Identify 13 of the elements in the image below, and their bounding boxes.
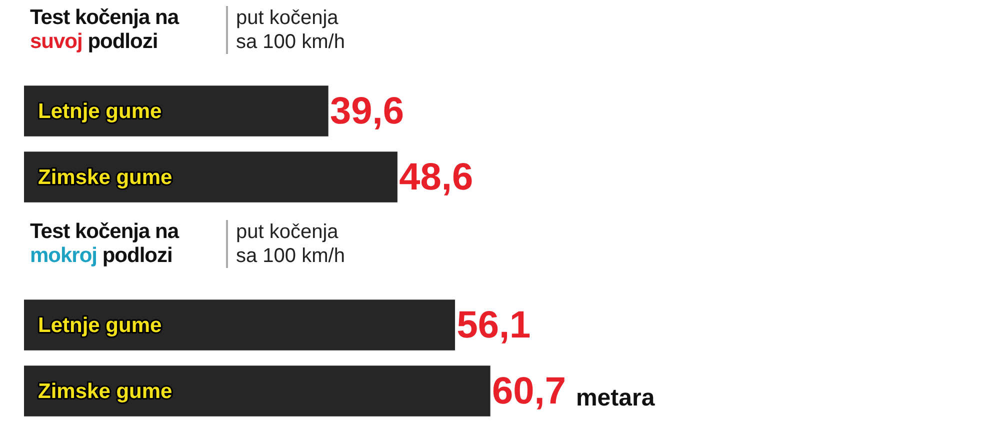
- chart-subtitle: put kočenja sa 100 km/h: [226, 220, 364, 268]
- y-tick-label: Letnje gume: [38, 100, 162, 123]
- data-label: 56,1: [456, 304, 531, 346]
- chart-title: Test kočenja na suvoj podlozi: [30, 6, 179, 53]
- y-tick-label: Letnje gume: [38, 314, 162, 337]
- chart-title: Test kočenja na mokroj podlozi: [30, 220, 179, 267]
- y-tick-label: Zimske gume: [38, 380, 172, 403]
- text: metara: [576, 384, 656, 412]
- data-label: 60,7: [492, 370, 566, 412]
- y-tick-label: Zimske gume: [38, 166, 172, 189]
- data-label: 39,6: [330, 90, 404, 132]
- chart-subtitle: put kočenja sa 100 km/h: [226, 6, 364, 54]
- data-label: 48,6: [399, 156, 474, 198]
